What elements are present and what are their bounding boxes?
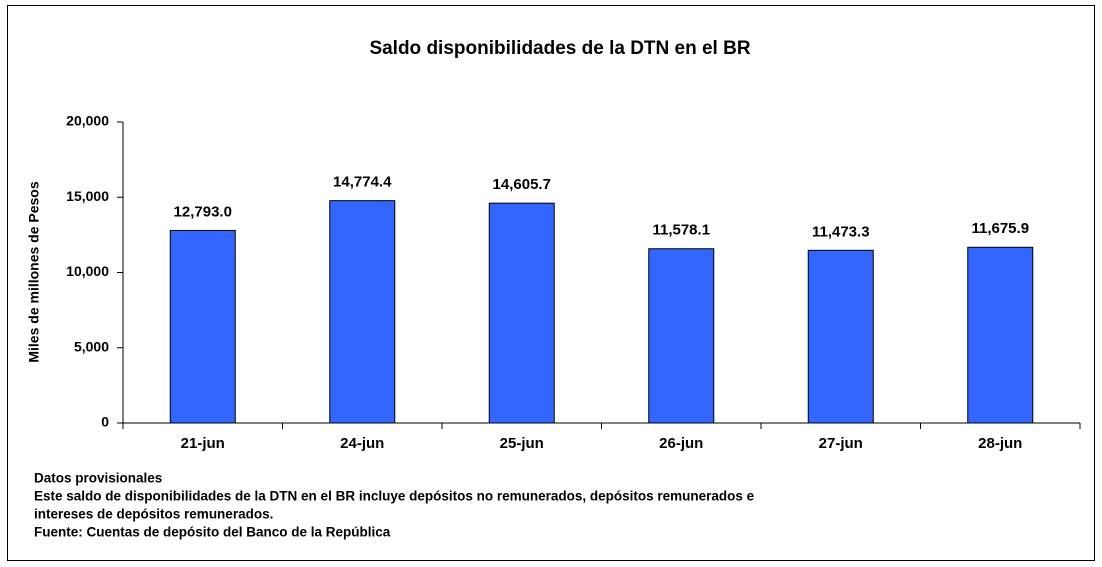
- x-tick-label: 25-jun: [500, 435, 544, 452]
- x-tick-label: 21-jun: [181, 435, 225, 452]
- bar: [488, 202, 555, 424]
- bar: [807, 249, 874, 424]
- x-tick-label: 27-jun: [819, 435, 863, 452]
- y-tick-label: 0: [101, 414, 109, 430]
- x-tick-label: 24-jun: [340, 435, 384, 452]
- y-tick-label: 15,000: [66, 188, 109, 204]
- y-tick-label: 5,000: [74, 338, 109, 354]
- value-label: 11,473.3: [812, 223, 870, 240]
- value-label: 11,578.1: [652, 222, 710, 239]
- value-label: 12,793.0: [174, 203, 232, 220]
- bar: [169, 229, 236, 424]
- bar: [967, 246, 1034, 424]
- footnote: Datos provisionales: [34, 471, 162, 486]
- y-tick-label: 10,000: [66, 263, 109, 279]
- chart-title: Saldo disponibilidades de la DTN en el B…: [369, 38, 750, 59]
- x-tick-label: 26-jun: [659, 435, 703, 452]
- footnote: intereses de depósitos remunerados.: [34, 507, 273, 522]
- y-axis-label: Miles de millones de Pesos: [26, 181, 42, 363]
- footnote: Fuente: Cuentas de depósito del Banco de…: [34, 525, 391, 540]
- y-tick-label: 20,000: [66, 113, 109, 129]
- footnote: Este saldo de disponibilidades de la DTN…: [34, 489, 755, 504]
- value-label: 14,774.4: [333, 174, 392, 191]
- bar: [329, 200, 396, 424]
- value-label: 14,605.7: [493, 176, 551, 193]
- bar: [648, 248, 715, 424]
- value-label: 11,675.9: [971, 220, 1029, 237]
- x-tick-label: 28-jun: [978, 435, 1022, 452]
